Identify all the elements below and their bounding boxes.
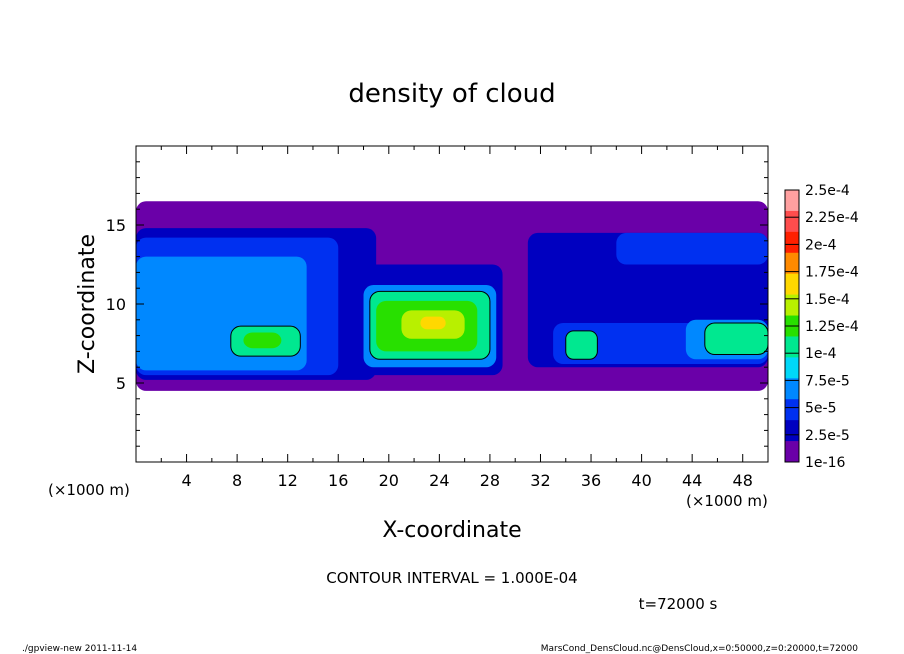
colorbar-swatch-2	[785, 231, 799, 254]
colorbar-label-7: 7.5e-5	[805, 373, 850, 389]
colorbar-swatch-7	[785, 336, 799, 358]
x-tick-label-10: 44	[682, 471, 702, 490]
x-tick-label-7: 32	[530, 471, 550, 490]
colorbar-label-8: 5e-5	[805, 401, 836, 417]
x-tick-label-6: 28	[480, 471, 500, 490]
contour-line-2	[565, 330, 598, 360]
x-tick-label-5: 24	[429, 471, 449, 490]
x-unit-right: (×1000 m)	[686, 492, 768, 510]
density-cell-14	[565, 330, 598, 360]
colorbar-label-0: 2.5e-4	[805, 183, 850, 199]
x-tick-label-2: 12	[278, 471, 298, 490]
y-tick-label-1: 10	[106, 295, 126, 314]
x-unit-left: (×1000 m)	[48, 481, 130, 499]
contour-line-1	[230, 325, 301, 357]
colorbar-label-6: 1e-4	[805, 346, 837, 362]
y-tick-label-0: 5	[116, 374, 126, 393]
colorbar-label-2: 2e-4	[805, 237, 837, 253]
footer-right: MarsCond_DensCloud.nc@DensCloud,x=0:5000…	[541, 644, 858, 654]
colorbar-label-10: 1e-16	[805, 455, 845, 471]
colorbar-swatch-10	[785, 399, 799, 421]
colorbar-swatch-4	[785, 273, 799, 296]
x-tick-label-9: 40	[631, 471, 651, 490]
colorbar-label-5: 1.25e-4	[805, 319, 859, 335]
contour-interval-label: CONTOUR INTERVAL = 1.000E-04	[326, 569, 577, 587]
y-tick-label-2: 15	[106, 216, 126, 235]
chart-title: density of cloud	[348, 79, 555, 109]
colorbar-swatch-0	[785, 190, 799, 212]
colorbar-swatch-12	[785, 441, 799, 463]
y-ticks: 5 10 15	[106, 161, 768, 447]
x-tick-label-0: 4	[181, 471, 191, 490]
x-axis-label: X-coordinate	[382, 518, 521, 543]
colorbar-label-3: 1.75e-4	[805, 265, 859, 281]
colorbar-label-1: 2.25e-4	[805, 210, 859, 226]
x-tick-label-1: 8	[232, 471, 242, 490]
contour-line-0	[369, 290, 491, 360]
colorbar-label-4: 1.5e-4	[805, 292, 850, 308]
x-tick-label-11: 48	[733, 471, 753, 490]
x-tick-label-3: 16	[328, 471, 348, 490]
density-cell-17	[616, 232, 768, 265]
y-axis-label: Z-coordinate	[75, 234, 100, 374]
plot-cells	[136, 201, 768, 391]
colorbar-swatch-1	[785, 210, 799, 233]
colorbar-swatch-11	[785, 420, 799, 442]
density-cell-16	[704, 322, 768, 355]
footer-left: ./gpview-new 2011-11-14	[22, 644, 137, 654]
density-cell-11	[243, 332, 282, 349]
colorbar-swatch-3	[785, 252, 799, 275]
x-tick-label-4: 20	[379, 471, 399, 490]
colorbar-swatch-9	[785, 378, 799, 400]
x-ticks: 4 8 12 16 20 24 28 32 36 40 44 48	[160, 146, 753, 490]
density-cell-9	[420, 316, 446, 330]
colorbar: 2.5e-4 2.25e-4 2e-4 1.75e-4 1.5e-4 1.25e-4 1e-…	[784, 183, 859, 471]
x-tick-label-8: 36	[581, 471, 601, 490]
colorbar-label-9: 2.5e-5	[805, 428, 850, 444]
colorbar-swatch-8	[785, 357, 799, 379]
time-label: t=72000 s	[639, 595, 718, 613]
colorbar-swatch-5	[785, 294, 799, 317]
